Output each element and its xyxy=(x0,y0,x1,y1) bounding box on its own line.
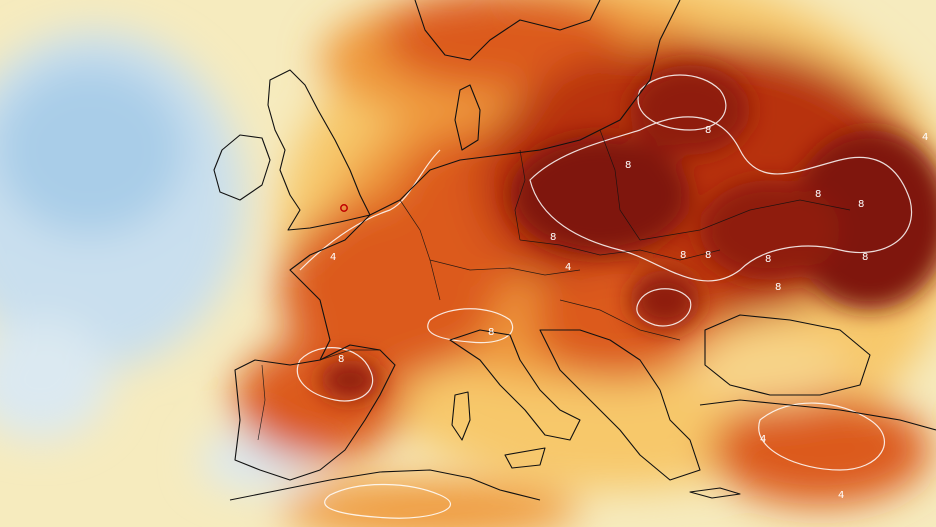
coastline-turkey xyxy=(699,399,936,431)
contour-label: 8 xyxy=(625,160,631,171)
contour-label: 4 xyxy=(922,132,928,143)
cool-anomaly-south-atlantic xyxy=(0,320,110,440)
coastline-france-west xyxy=(289,214,371,361)
hot-core-east xyxy=(790,130,936,310)
contour-line-west-front xyxy=(299,149,441,271)
coastline-jutland xyxy=(454,84,481,151)
contour-label: 8 xyxy=(862,252,868,263)
coastline-ireland xyxy=(213,134,271,201)
border-balkans xyxy=(559,299,681,341)
contour-line-turkey xyxy=(758,402,885,471)
contour-line-spain xyxy=(296,347,374,402)
contour-label: 8 xyxy=(815,189,821,200)
contour-label: 8 xyxy=(680,250,686,261)
borders xyxy=(257,129,851,441)
cool-anomaly-atlantic-core xyxy=(0,65,185,235)
warm-field-black-sea-pale xyxy=(690,335,850,405)
contour-line-north-africa xyxy=(324,483,451,519)
border-france-germany xyxy=(399,199,441,301)
contour-line-alps xyxy=(427,308,514,344)
warm-field-iberia xyxy=(235,340,405,460)
border-central xyxy=(519,239,721,261)
hot-core-poland xyxy=(510,135,690,255)
coastline-italy xyxy=(449,329,581,441)
coastline-balkans xyxy=(539,329,701,481)
contour-line-romania xyxy=(636,288,692,327)
hot-core-belarus xyxy=(700,180,840,280)
hot-core-spain xyxy=(320,360,380,400)
coastlines xyxy=(213,0,936,501)
coastline-great-britain xyxy=(267,69,371,231)
contour-label: 8 xyxy=(338,354,344,365)
coastline-sardinia xyxy=(451,391,471,441)
coastline-iberia xyxy=(234,344,396,481)
coastline-crete xyxy=(689,487,741,499)
border-poland-belarus xyxy=(599,129,641,241)
border-germany-poland xyxy=(514,149,526,241)
contour-labels: 8 8 8 8 8 8 8 8 8 8 8 8 4 4 4 4 4 xyxy=(330,125,928,501)
border-spain-france xyxy=(319,349,380,361)
contour-label: 8 xyxy=(705,125,711,136)
contour-label: 4 xyxy=(330,252,336,263)
contour-line-baltic xyxy=(637,74,727,131)
border-alps xyxy=(429,259,581,276)
contour-label: 4 xyxy=(838,490,844,501)
contour-label: 4 xyxy=(565,262,571,273)
coastline-continental-north xyxy=(369,0,681,216)
contour-label: 8 xyxy=(775,282,781,293)
coastline-black-sea xyxy=(704,314,871,396)
warm-field-turkey xyxy=(710,395,930,505)
coastline-sicily xyxy=(504,447,546,469)
contour-label: 8 xyxy=(705,250,711,261)
contour-label: 8 xyxy=(858,199,864,210)
coastline-north-africa xyxy=(229,469,541,501)
border-ukraine xyxy=(639,199,851,241)
contour-label: 4 xyxy=(760,434,766,445)
contour-label: 8 xyxy=(765,254,771,265)
hot-core-baltic xyxy=(630,65,750,155)
contour-label: 8 xyxy=(550,232,556,243)
warm-field-scandinavia xyxy=(380,0,620,90)
coastline-scandinavia xyxy=(414,0,601,61)
contour-line-east xyxy=(529,116,913,282)
border-spain-portugal xyxy=(257,364,266,441)
contour-lines xyxy=(296,74,913,519)
city-marker xyxy=(340,204,348,212)
hot-core-romania xyxy=(630,270,700,330)
contour-label: 8 xyxy=(488,327,494,338)
